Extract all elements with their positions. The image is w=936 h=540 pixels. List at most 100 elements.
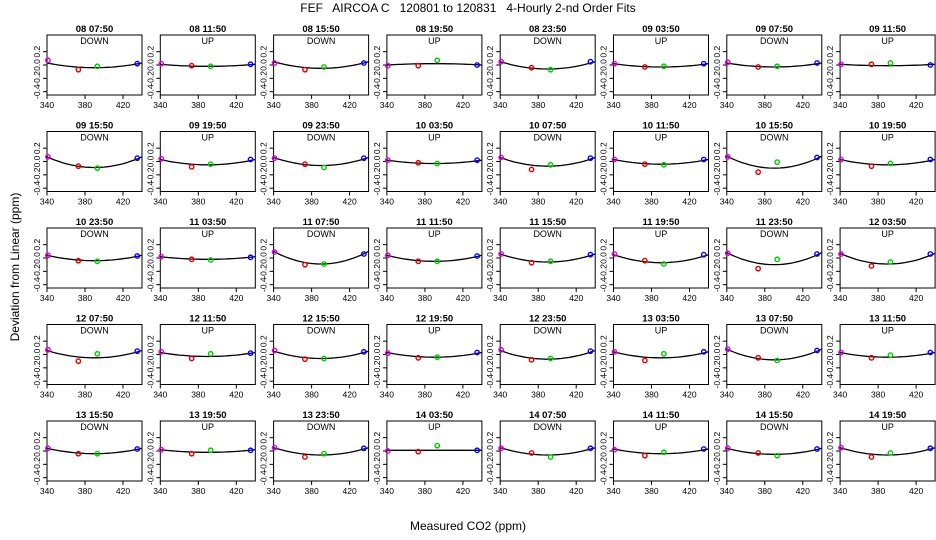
y-tick-label: 0.0	[825, 445, 835, 457]
data-point	[45, 252, 51, 259]
data-point	[755, 450, 762, 456]
fit-curve	[273, 447, 369, 456]
y-tick-label: -0.2	[32, 457, 42, 472]
chart-title: FEF AIRCOA C 120801 to 120831 4-Hourly 2…	[300, 1, 636, 15]
y-tick-label: -0.2	[712, 264, 722, 279]
data-point	[611, 348, 618, 355]
x-tick-label: 340	[267, 100, 281, 110]
x-tick-label: 340	[493, 486, 507, 496]
y-tick-label: -0.4	[259, 181, 269, 196]
y-tick-label: -0.2	[145, 71, 155, 86]
panel-mode-label: DOWN	[80, 133, 109, 143]
y-tick-label: 0.0	[259, 59, 269, 71]
y-tick-label: -0.2	[712, 360, 722, 375]
x-tick-label: 420	[229, 100, 243, 110]
data-point	[247, 254, 254, 261]
y-tick-label: 0.0	[825, 252, 835, 264]
x-tick-label: 380	[305, 486, 319, 496]
y-tick-label: -0.2	[145, 167, 155, 182]
data-point	[271, 347, 278, 354]
y-tick-label: -0.2	[485, 264, 495, 279]
panel-mode-label: UP	[202, 36, 215, 46]
x-tick-label: 340	[493, 197, 507, 207]
panel-time-label: 13 11:50	[869, 314, 906, 325]
panel-mode-label: UP	[428, 229, 441, 239]
x-tick-label: 340	[267, 197, 281, 207]
fit-curve	[160, 351, 256, 358]
data-point	[134, 253, 141, 259]
y-tick-label: 0.2	[372, 45, 382, 57]
y-tick-label: -0.4	[599, 470, 609, 485]
data-point	[321, 261, 327, 267]
data-point	[321, 355, 327, 362]
y-tick-label: 0.2	[485, 431, 495, 443]
x-tick-label: 380	[644, 390, 658, 400]
data-point	[611, 446, 618, 453]
data-point	[302, 261, 308, 268]
panel-mode-label: DOWN	[760, 36, 789, 46]
x-tick-label: 380	[871, 390, 885, 400]
y-tick-label: 0.2	[599, 45, 609, 57]
panel-time-label: 13 23:50	[302, 410, 340, 421]
data-point	[868, 163, 875, 170]
x-tick-label: 420	[569, 293, 583, 303]
y-tick-label: 0.2	[372, 238, 382, 250]
panel-mode-label: DOWN	[760, 326, 789, 336]
data-point	[724, 346, 731, 353]
x-tick-label: 420	[682, 197, 696, 207]
panel-mode-label: DOWN	[533, 133, 562, 143]
x-tick-label: 380	[531, 293, 545, 303]
data-point	[498, 58, 505, 65]
y-tick-label: 0.0	[145, 252, 155, 264]
x-tick-label: 340	[720, 486, 734, 496]
data-point	[814, 60, 820, 66]
data-point	[587, 155, 594, 162]
x-tick-label: 420	[229, 197, 243, 207]
data-point	[838, 61, 844, 68]
x-tick-label: 380	[191, 486, 205, 496]
data-point	[814, 251, 820, 257]
x-tick-label: 340	[833, 100, 847, 110]
x-tick-label: 420	[682, 100, 696, 110]
data-point	[927, 156, 934, 163]
y-tick-label: 0.0	[599, 348, 609, 360]
data-point	[321, 64, 327, 70]
y-tick-label: 0.0	[32, 445, 42, 457]
y-tick-label: 0.2	[372, 431, 382, 443]
data-point	[868, 454, 875, 460]
y-tick-label: 0.0	[145, 155, 155, 167]
data-point	[700, 348, 707, 355]
y-tick-label: -0.4	[145, 84, 155, 99]
y-tick-label: -0.2	[259, 360, 269, 375]
y-tick-label: 0.0	[712, 445, 722, 457]
y-tick-label: -0.2	[259, 457, 269, 472]
x-tick-label: 420	[909, 100, 923, 110]
y-tick-label: -0.2	[32, 71, 42, 86]
x-tick-label: 380	[644, 486, 658, 496]
x-tick-label: 420	[456, 197, 470, 207]
data-point	[498, 251, 505, 257]
y-tick-label: -0.4	[372, 277, 382, 292]
data-point	[547, 258, 554, 265]
fit-curve	[46, 447, 143, 455]
y-tick-label: 0.0	[825, 348, 835, 360]
y-tick-label: -0.2	[32, 264, 42, 279]
x-tick-label: 420	[343, 486, 357, 496]
fit-curve	[500, 61, 596, 70]
x-tick-label: 380	[418, 293, 432, 303]
x-tick-label: 340	[153, 486, 167, 496]
data-point	[528, 450, 535, 456]
y-tick-label: -0.4	[599, 277, 609, 292]
data-point	[755, 64, 762, 70]
data-point	[611, 156, 618, 163]
data-point	[247, 350, 254, 357]
